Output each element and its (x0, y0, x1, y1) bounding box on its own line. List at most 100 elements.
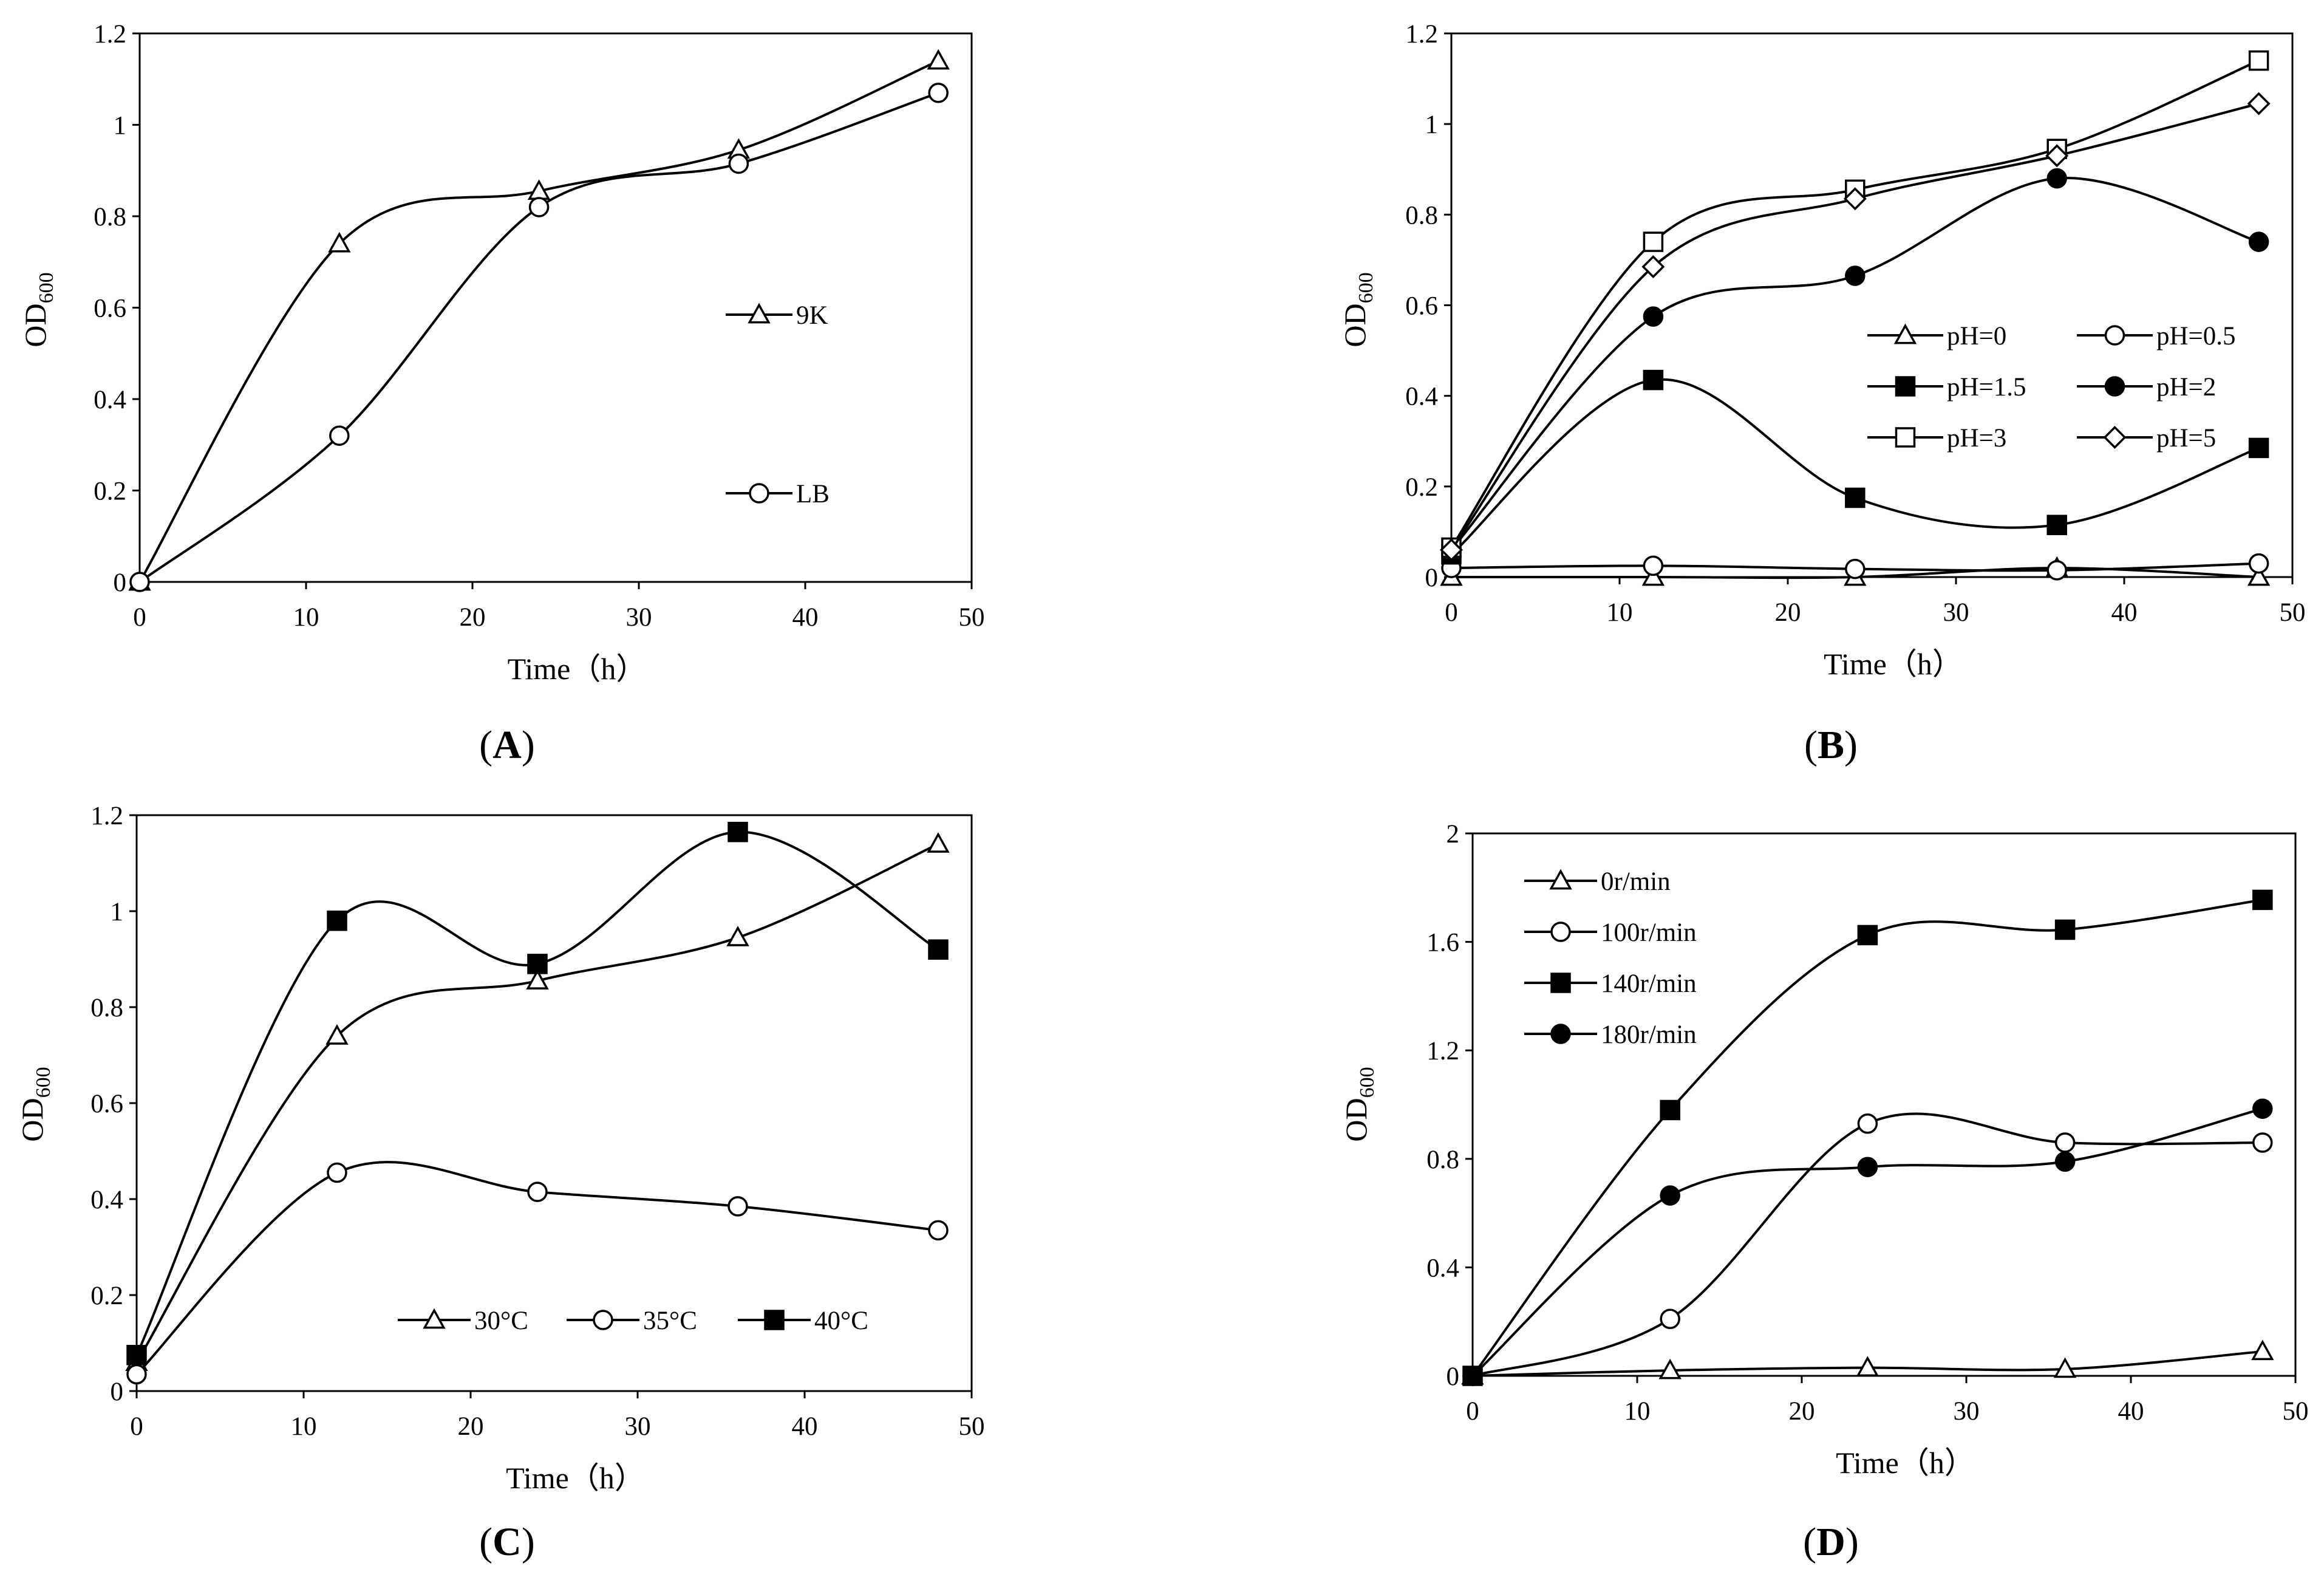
series-line-B-2 (1450, 378, 2260, 556)
y-tick-label-B: 0.4 (1405, 383, 1438, 411)
panel-label-A: (A) (479, 723, 535, 767)
data-point-A-1-0 (129, 572, 150, 592)
data-point-B-5-3 (2045, 144, 2069, 168)
y-tick-label-C: 0.6 (90, 1090, 123, 1118)
y-tick-label-A: 0.4 (94, 386, 126, 414)
x-tick-label-B: 30 (1943, 598, 1969, 627)
data-point-B-3-3 (2046, 168, 2067, 189)
legend-label-C-2: 40°C (814, 1307, 868, 1335)
data-point-D-3-2 (1857, 1157, 1878, 1177)
legend-label-D-3: 180r/min (1601, 1021, 1697, 1049)
data-point-C-1-0 (126, 1364, 147, 1385)
x-tick-label-C: 40 (792, 1412, 818, 1441)
x-tick-label-A: 0 (133, 603, 146, 632)
y-tick-label-D: 1.6 (1426, 929, 1459, 957)
data-point-B-4-4 (2248, 50, 2269, 71)
legend-marker-B-0 (1893, 323, 1917, 344)
data-point-D-1-3 (2054, 1132, 2076, 1153)
data-point-A-1-4 (928, 83, 949, 103)
y-tick-label-A: 0.6 (94, 295, 126, 323)
series-line-A-1 (138, 91, 939, 583)
x-tick-label-C: 50 (959, 1412, 985, 1441)
data-point-B-5-0 (1440, 538, 1463, 562)
panel-label-D: (D) (1803, 1520, 1859, 1564)
y-axis-label-A: OD600 (18, 272, 58, 347)
data-point-D-2-1 (1660, 1099, 1680, 1121)
data-point-B-3-2 (1845, 265, 1866, 286)
data-point-C-2-4 (928, 939, 949, 960)
data-point-B-3-4 (2248, 231, 2269, 252)
legend-marker-C-0 (423, 1308, 446, 1329)
data-point-D-0-1 (1658, 1358, 1682, 1380)
x-tick-label-B: 20 (1775, 598, 1801, 627)
x-tick-label-C: 10 (291, 1412, 317, 1441)
data-point-B-2-3 (2046, 515, 2067, 535)
y-tick-label-C: 1.2 (90, 802, 123, 830)
legend-marker-B-2 (1895, 376, 1916, 397)
y-axis-label-C: OD600 (15, 1067, 55, 1141)
y-tick-label-A: 0.2 (94, 477, 126, 506)
y-tick-label-C: 0.8 (90, 994, 123, 1022)
legend-label-D-0: 0r/min (1601, 867, 1671, 896)
data-point-D-3-3 (2054, 1151, 2076, 1172)
y-tick-label-D: 0.4 (1426, 1254, 1459, 1282)
x-tick-label-B: 50 (2280, 598, 2306, 627)
data-point-A-0-1 (328, 231, 351, 253)
legend-marker-B-3 (2104, 376, 2125, 397)
data-point-D-0-4 (2251, 1339, 2274, 1361)
legend-label-D-1: 100r/min (1601, 918, 1697, 947)
y-tick-label-B: 0.6 (1405, 292, 1438, 321)
data-point-D-1-4 (2252, 1132, 2273, 1153)
data-point-B-1-4 (2248, 553, 2269, 574)
y-tick-label-A: 0 (114, 569, 127, 597)
y-tick-label-C: 0.2 (90, 1282, 123, 1310)
series-line-B-4 (1450, 59, 2260, 549)
data-point-C-0-4 (927, 832, 950, 853)
y-tick-label-B: 0.2 (1405, 473, 1438, 502)
x-tick-label-A: 40 (792, 603, 819, 632)
data-point-D-2-3 (2054, 919, 2076, 940)
legend-marker-D-0 (1549, 869, 1572, 890)
legend-label-B-2: pH=1.5 (1947, 373, 2026, 402)
x-tick-label-A: 50 (959, 603, 985, 632)
series-line-C-0 (135, 843, 939, 1363)
x-tick-label-B: 0 (1445, 598, 1458, 627)
y-tick-label-A: 1 (114, 112, 127, 140)
legend-marker-D-2 (1550, 973, 1571, 993)
data-point-C-2-1 (327, 911, 347, 931)
data-point-B-5-1 (1641, 255, 1665, 279)
x-tick-label-B: 40 (2111, 598, 2138, 627)
data-point-B-5-2 (1843, 187, 1867, 211)
chart-B: 0 0.2 0.4 0.6 0.8 1 1.2 0 10 20 30 40 50 Time（h） OD600… (1338, 20, 2306, 767)
data-point-C-1-4 (928, 1220, 949, 1241)
x-axis-label-A: Time（h） (508, 652, 647, 686)
x-tick-label-C: 0 (130, 1412, 143, 1441)
data-point-B-1-3 (2046, 560, 2067, 581)
x-tick-label-D: 10 (1624, 1397, 1651, 1426)
data-point-C-1-3 (728, 1196, 748, 1217)
legend-label-C-0: 30°C (474, 1307, 528, 1335)
data-point-C-0-1 (325, 1024, 349, 1045)
plot-frame-D (1471, 832, 2297, 1377)
data-point-C-1-2 (527, 1181, 548, 1202)
data-point-B-1-1 (1643, 555, 1664, 576)
series-line-C-2 (135, 830, 939, 1356)
legend-marker-B-5 (2103, 426, 2127, 449)
x-tick-label-D: 50 (2283, 1397, 2309, 1426)
x-tick-label-C: 20 (458, 1412, 484, 1441)
chart-D: 00.40.81.21.620 10 20 30 40 50Time（h）OD6000r/… (1339, 820, 2309, 1564)
y-tick-label-C: 0.4 (90, 1186, 123, 1214)
data-point-B-2-1 (1643, 369, 1664, 391)
data-point-C-1-1 (327, 1162, 347, 1183)
y-tick-label-B: 1.2 (1405, 20, 1438, 49)
chart-A: 0 0.2 0.4 0.6 0.8 1 1.2 0 10 20 30 40 50 Time（h） OD600… (18, 20, 985, 767)
x-axis-label-D: Time（h） (1836, 1446, 1975, 1480)
data-point-C-0-3 (726, 926, 749, 946)
data-point-D-3-4 (2252, 1098, 2273, 1119)
x-tick-label-A: 20 (460, 603, 486, 632)
data-point-A-1-1 (329, 425, 350, 446)
legend-label-D-2: 140r/min (1601, 969, 1697, 998)
legend-label-B-4: pH=3 (1947, 424, 2006, 453)
data-point-C-0-2 (526, 969, 549, 990)
data-point-C-2-3 (728, 821, 748, 843)
